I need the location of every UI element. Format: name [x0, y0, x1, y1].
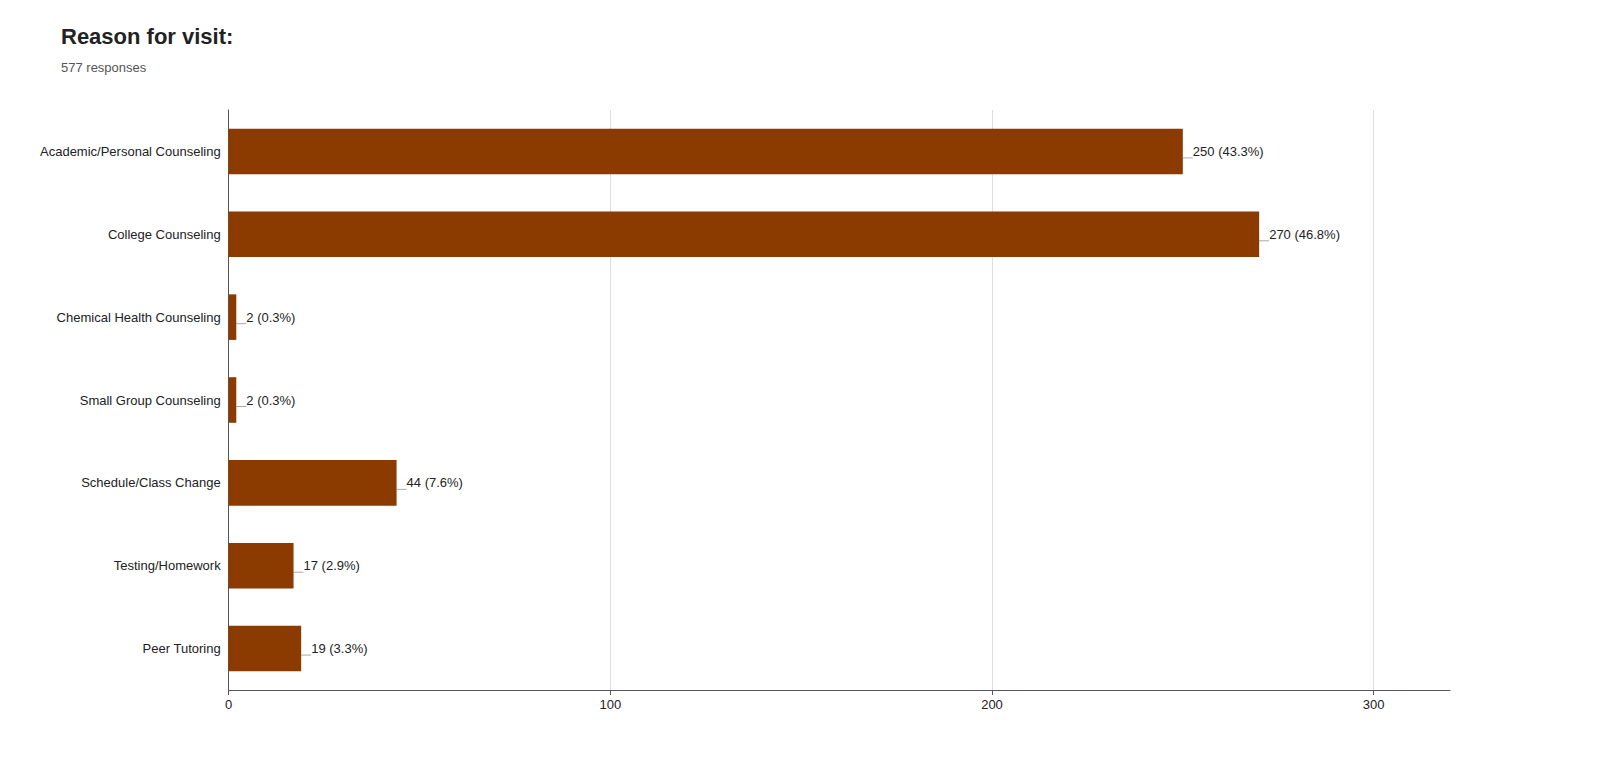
svg-text:Small Group Counseling: Small Group Counseling: [80, 393, 221, 408]
svg-text:College Counseling: College Counseling: [108, 227, 221, 242]
svg-text:250 (43.3%): 250 (43.3%): [1193, 144, 1264, 159]
svg-text:300: 300: [1363, 697, 1385, 712]
svg-text:Academic/Personal Counseling: Academic/Personal Counseling: [40, 144, 221, 159]
svg-text:577 responses: 577 responses: [61, 60, 147, 75]
svg-text:Reason for visit:: Reason for visit:: [61, 24, 233, 49]
svg-text:2 (0.3%): 2 (0.3%): [246, 393, 295, 408]
svg-text:Chemical Health Counseling: Chemical Health Counseling: [57, 310, 221, 325]
svg-text:19 (3.3%): 19 (3.3%): [311, 641, 367, 656]
svg-text:270 (46.8%): 270 (46.8%): [1269, 227, 1340, 242]
svg-text:0: 0: [225, 697, 232, 712]
svg-text:200: 200: [981, 697, 1003, 712]
svg-text:44 (7.6%): 44 (7.6%): [407, 475, 463, 490]
svg-text:17 (2.9%): 17 (2.9%): [304, 558, 360, 573]
svg-text:Schedule/Class Change: Schedule/Class Change: [81, 475, 220, 490]
svg-text:2 (0.3%): 2 (0.3%): [246, 310, 295, 325]
svg-text:Testing/Homework: Testing/Homework: [114, 558, 221, 573]
svg-text:100: 100: [599, 697, 621, 712]
svg-text:Peer Tutoring: Peer Tutoring: [143, 641, 221, 656]
